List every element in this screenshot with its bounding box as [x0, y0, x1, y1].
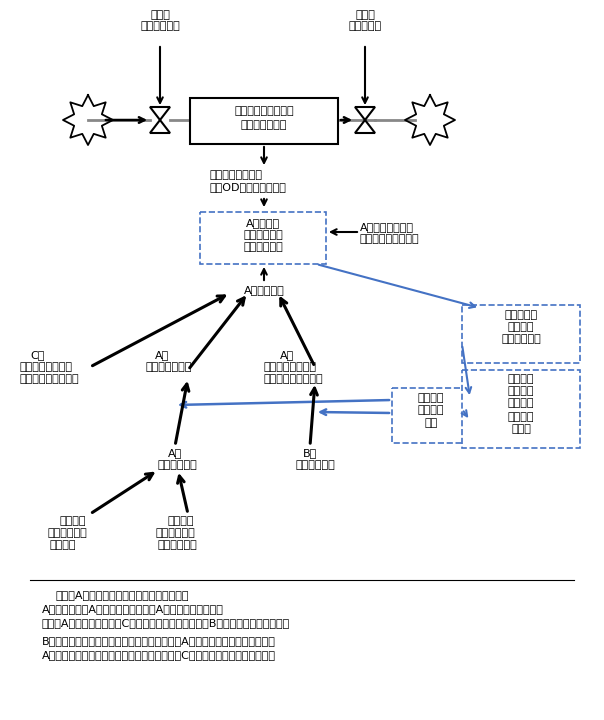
Text: B港ローカル需要の一部が、フィーダー輸送でA港トランシップ貨物となる。: B港ローカル需要の一部が、フィーダー輸送でA港トランシップ貨物となる。 — [42, 636, 276, 646]
Text: 航行費用: 航行費用 — [508, 398, 535, 408]
Text: （フィーダー輸送）: （フィーダー輸送） — [20, 374, 80, 384]
Text: ダイレクト貨物: ダイレクト貨物 — [145, 362, 191, 372]
Text: 輸送効率: 輸送効率 — [50, 540, 77, 550]
Text: トランシップ貨物: トランシップ貨物 — [20, 362, 73, 372]
Text: ローカル需要: ローカル需要 — [296, 460, 336, 470]
Text: ターミナ: ターミナ — [508, 412, 535, 422]
Text: 生産・消費量: 生産・消費量 — [155, 528, 194, 538]
Text: ル効率: ル効率 — [511, 424, 531, 434]
Text: A港バース整備量: A港バース整備量 — [360, 222, 414, 232]
Text: 寄港隻数: 寄港隻数 — [508, 322, 535, 332]
Text: 航行OD、ルート、頻度: 航行OD、ルート、頻度 — [210, 182, 287, 192]
Text: 本船寄港隻数: 本船寄港隻数 — [243, 230, 283, 240]
Bar — [190, 98, 338, 144]
Text: （フィーダー輸送）: （フィーダー輸送） — [264, 374, 324, 384]
Text: B港: B港 — [303, 448, 317, 458]
Text: 船型別: 船型別 — [150, 10, 170, 20]
Text: C港: C港 — [30, 350, 44, 360]
Text: 船型別: 船型別 — [355, 10, 375, 20]
Text: 船型別本船: 船型別本船 — [504, 310, 538, 320]
Text: 確率: 確率 — [425, 418, 438, 428]
Bar — [462, 370, 580, 448]
Text: （寄港頻度）: （寄港頻度） — [501, 334, 541, 344]
Text: 航行距離: 航行距離 — [508, 386, 535, 396]
Text: 〈船型別隻数〉: 〈船型別隻数〉 — [241, 120, 287, 130]
Text: ＝（A港ローカル需要－C港へのフィーダー輸送）＋B港からのフィーダー輸送: ＝（A港ローカル需要－C港へのフィーダー輸送）＋B港からのフィーダー輸送 — [42, 618, 291, 628]
Text: 背後地の: 背後地の — [60, 516, 86, 526]
Text: 背後地の: 背後地の — [168, 516, 194, 526]
Text: コンテナ船船型別: コンテナ船船型別 — [210, 170, 263, 180]
Text: コンテナ船船型構成: コンテナ船船型構成 — [234, 106, 294, 116]
Text: （寄港頻度）: （寄港頻度） — [243, 242, 283, 252]
Text: 年間新造船数: 年間新造船数 — [140, 21, 180, 31]
Text: マルチモード: マルチモード — [48, 528, 88, 538]
Text: （注）A港に着目した因果ループ図を示す。: （注）A港に着目した因果ループ図を示す。 — [55, 590, 188, 600]
Text: 港湾料金: 港湾料金 — [508, 374, 535, 384]
Text: A港拡大需要＝A港ダイレクト貨物＋A港トランシップ貨物: A港拡大需要＝A港ダイレクト貨物＋A港トランシップ貨物 — [42, 604, 224, 614]
Bar — [392, 388, 470, 443]
Bar — [462, 305, 580, 363]
Bar — [200, 212, 326, 264]
Text: 港の選択: 港の選択 — [418, 405, 445, 415]
Text: 年間廃船数: 年間廃船数 — [349, 21, 382, 31]
Text: 本船利用: 本船利用 — [418, 393, 445, 403]
Text: A港: A港 — [168, 448, 182, 458]
Text: A港: A港 — [155, 350, 169, 360]
Text: （水深別バース数）: （水深別バース数） — [360, 234, 420, 244]
Text: A港拡大需要: A港拡大需要 — [243, 285, 284, 295]
Text: A港: A港 — [280, 350, 294, 360]
Text: A港ローカル需要の一部が、フィーダー輸送でC港トランシップ貨物となる。: A港ローカル需要の一部が、フィーダー輸送でC港トランシップ貨物となる。 — [42, 650, 276, 660]
Text: ローカル需要: ローカル需要 — [158, 460, 198, 470]
Text: （経済集積）: （経済集積） — [157, 540, 197, 550]
Text: トランシップ貨物: トランシップ貨物 — [264, 362, 317, 372]
Text: A港船型別: A港船型別 — [246, 218, 280, 228]
